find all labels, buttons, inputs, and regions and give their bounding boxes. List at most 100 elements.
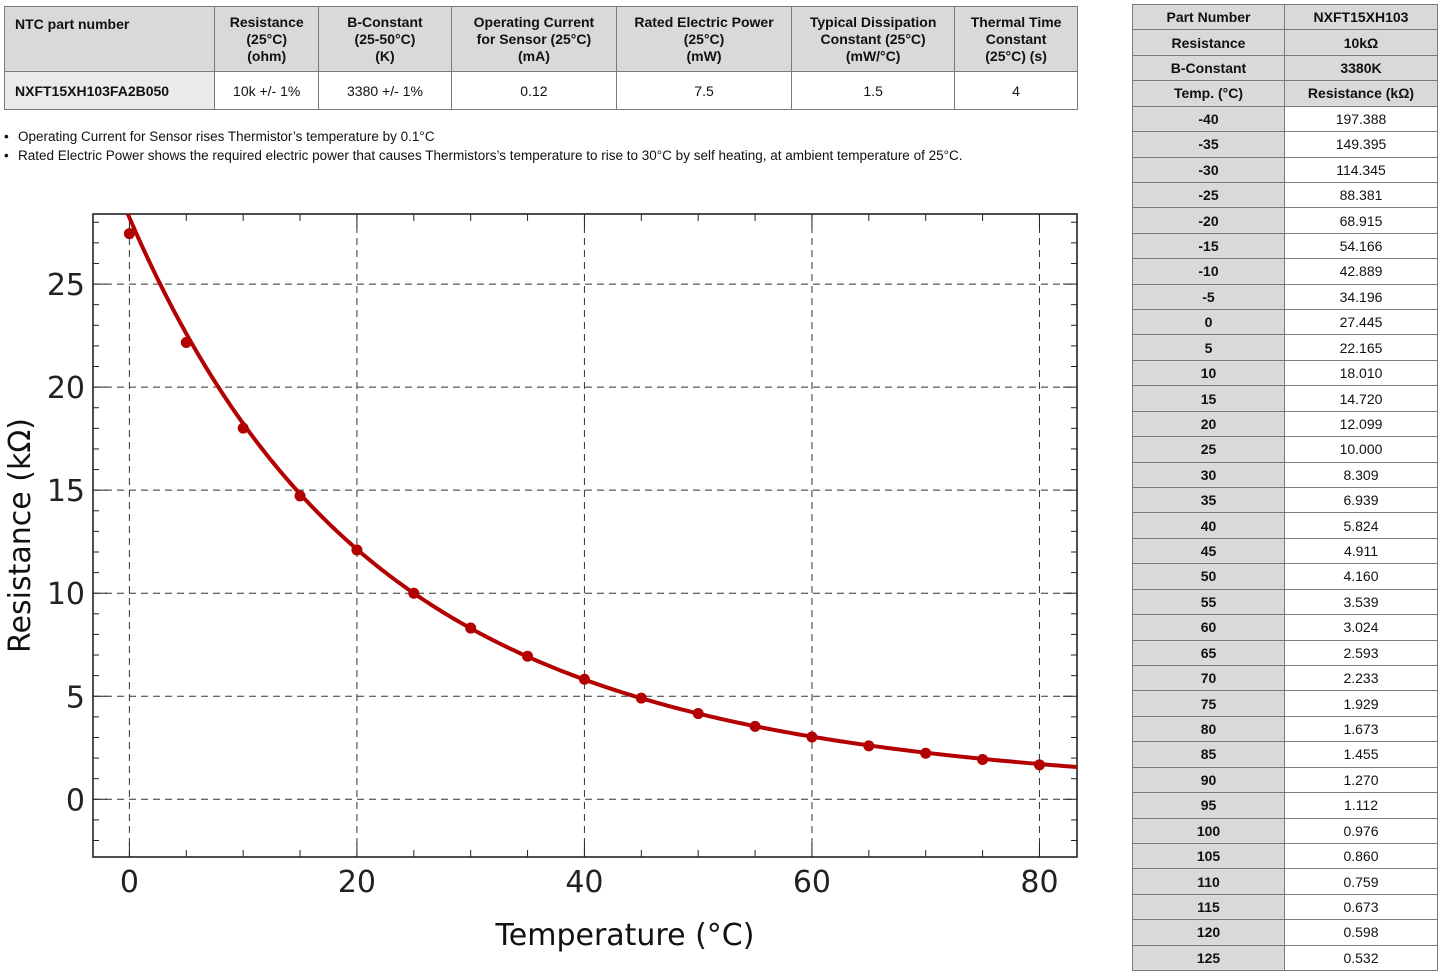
- temp-value: 42.889: [1284, 258, 1438, 285]
- x-tick-label: 20: [338, 865, 376, 900]
- temp-value: 12.099: [1284, 410, 1438, 438]
- table-row: 70 2.233: [1132, 664, 1438, 692]
- spec-header-part-number: NTC part number: [3, 6, 216, 72]
- data-point: [351, 544, 363, 556]
- table-row: -5 34.196: [1132, 283, 1438, 311]
- temp-value: 0.673: [1284, 893, 1438, 921]
- temp-label: -35: [1132, 131, 1285, 158]
- table-row: -30 114.345: [1132, 156, 1438, 183]
- temp-label: -40: [1132, 105, 1285, 133]
- temp-value: 88.381: [1284, 181, 1438, 209]
- table-row: 25 10.000: [1132, 436, 1438, 463]
- table-row: 60 3.024: [1132, 614, 1438, 641]
- temp-label: 100: [1132, 817, 1285, 844]
- spec-b-constant: 3380 +/- 1%: [318, 71, 452, 110]
- summary-label: B-Constant: [1132, 54, 1285, 82]
- table-row: 95 1.112: [1132, 792, 1438, 819]
- temp-label: 15: [1132, 385, 1285, 412]
- temp-label: -25: [1132, 181, 1285, 209]
- data-point: [180, 336, 192, 348]
- temp-value: 8.309: [1284, 461, 1438, 489]
- table-row: 50 4.160: [1132, 563, 1438, 590]
- temp-label: 65: [1132, 639, 1285, 666]
- x-tick-label: 80: [1020, 865, 1058, 900]
- temp-value: 54.166: [1284, 232, 1438, 260]
- table-header-row: Temp. (°C) Resistance (kΩ): [1132, 80, 1438, 107]
- y-tick-label: 5: [66, 680, 85, 715]
- spec-header-row: NTC part number Resistance (25°C) (ohm) …: [3, 6, 1078, 72]
- temp-value: 3.024: [1284, 614, 1438, 641]
- temp-label: 95: [1132, 792, 1285, 819]
- x-axis-label: Temperature (°C): [495, 918, 755, 953]
- data-point: [920, 747, 932, 759]
- summary-label: Part Number: [1132, 3, 1285, 31]
- temp-label: 10: [1132, 359, 1285, 387]
- y-tick-label: 0: [66, 783, 85, 818]
- data-point: [465, 622, 477, 634]
- note-bullet: •: [4, 148, 9, 163]
- table-row: 65 2.593: [1132, 639, 1438, 666]
- temp-label: -15: [1132, 232, 1285, 260]
- temp-value: 0.532: [1284, 944, 1438, 972]
- temp-value: 0.598: [1284, 919, 1438, 946]
- data-point: [408, 587, 420, 599]
- temp-value: 34.196: [1284, 283, 1438, 311]
- temp-label: 85: [1132, 741, 1285, 768]
- temp-value: 14.720: [1284, 385, 1438, 412]
- y-tick-label: 15: [47, 474, 85, 509]
- data-point: [806, 731, 818, 743]
- temp-label: -5: [1132, 283, 1285, 311]
- data-point: [635, 692, 647, 704]
- temp-label: 90: [1132, 766, 1285, 794]
- temp-value: 1.929: [1284, 690, 1438, 717]
- temp-label: 35: [1132, 487, 1285, 514]
- table-row: 35 6.939: [1132, 487, 1438, 514]
- temp-value: 2.233: [1284, 664, 1438, 692]
- summary-label: Resistance: [1132, 29, 1285, 56]
- table-row: 5 22.165: [1132, 334, 1438, 361]
- data-point: [863, 740, 875, 752]
- column-header-label: Temp. (°C): [1132, 80, 1285, 107]
- table-row: 120 0.598: [1132, 919, 1438, 946]
- temp-label: 120: [1132, 919, 1285, 946]
- temp-label: 5: [1132, 334, 1285, 361]
- y-tick-label: 25: [47, 268, 85, 303]
- summary-value: 10kΩ: [1284, 29, 1438, 56]
- table-row: 100 0.976: [1132, 817, 1438, 844]
- table-row: 40 5.824: [1132, 512, 1438, 539]
- temp-label: 30: [1132, 461, 1285, 489]
- temp-label: 125: [1132, 944, 1285, 972]
- data-point: [237, 422, 249, 434]
- data-point: [977, 754, 989, 766]
- spec-table: NTC part number Resistance (25°C) (ohm) …: [3, 6, 1078, 110]
- table-row: 20 12.099: [1132, 410, 1438, 438]
- table-row: -35 149.395: [1132, 131, 1438, 158]
- resistance-table: Part Number NXFT15XH103 Resistance 10kΩ B-Co…: [1132, 3, 1438, 972]
- column-header-value: Resistance (kΩ): [1284, 80, 1438, 107]
- table-row: -25 88.381: [1132, 181, 1438, 209]
- temp-label: 60: [1132, 614, 1285, 641]
- spec-header-thermal-time: Thermal Time Constant (25°C) (s): [954, 6, 1078, 72]
- spec-rated-power: 7.5: [615, 71, 793, 110]
- data-point: [749, 720, 761, 732]
- notes: • Operating Current for Sensor rises The…: [4, 127, 1078, 165]
- temp-label: 55: [1132, 588, 1285, 616]
- table-row: 75 1.929: [1132, 690, 1438, 717]
- temp-label: 70: [1132, 664, 1285, 692]
- temp-label: 115: [1132, 893, 1285, 921]
- spec-header-b-constant: B-Constant (25-50°C) (K): [318, 6, 452, 72]
- temp-value: 0.759: [1284, 868, 1438, 895]
- temp-label: -20: [1132, 207, 1285, 234]
- temp-label: -30: [1132, 156, 1285, 183]
- resistance-curve: [125, 214, 1077, 770]
- temp-value: 0.860: [1284, 842, 1438, 870]
- table-row: 80 1.673: [1132, 715, 1438, 743]
- temp-label: 110: [1132, 868, 1285, 895]
- table-row: 30 8.309: [1132, 461, 1438, 489]
- note-operating-current: • Operating Current for Sensor rises The…: [4, 127, 1078, 146]
- temp-value: 1.455: [1284, 741, 1438, 768]
- x-tick-label: 0: [120, 865, 139, 900]
- table-row: 125 0.532: [1132, 944, 1438, 972]
- spec-header-operating-current: Operating Current for Sensor (25°C) (mA): [450, 6, 617, 72]
- spec-operating-current: 0.12: [450, 71, 617, 110]
